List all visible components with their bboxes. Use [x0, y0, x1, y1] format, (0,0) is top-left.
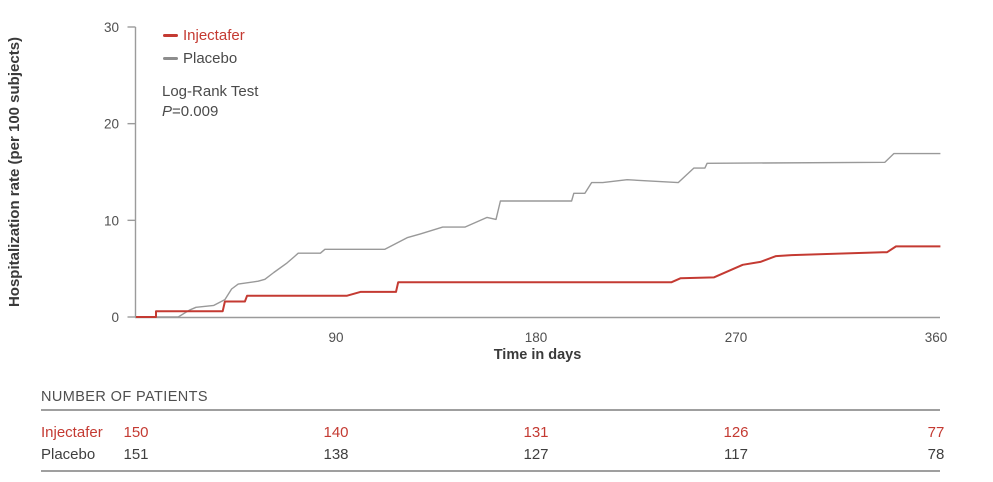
- patients-count-injectafer-day360: 77: [927, 424, 945, 441]
- legend-item-placebo: Placebo: [163, 47, 245, 70]
- row-label-injectafer: Injectafer: [41, 424, 103, 441]
- placebo-curve: [136, 152, 941, 318]
- patients-count-placebo-day360: 78: [927, 446, 945, 463]
- chart-legend: Injectafer Placebo: [163, 24, 245, 70]
- chart-plot-area: 0 10 20 30 90 180 270 360: [104, 20, 948, 345]
- patients-table-title: NUMBER OF PATIENTS: [41, 389, 208, 405]
- legend-label-injectafer: Injectafer: [183, 27, 245, 44]
- p-value-line: P=0.009: [162, 102, 258, 122]
- x-tick-label: 270: [725, 330, 748, 345]
- patients-count-placebo-day270: 117: [724, 446, 748, 463]
- x-tick-label: 360: [925, 330, 948, 345]
- injectafer-curve: [136, 245, 941, 318]
- table-rule-bottom: [41, 470, 940, 472]
- legend-label-placebo: Placebo: [183, 50, 238, 67]
- y-tick-label: 20: [104, 117, 119, 132]
- row-label-placebo: Placebo: [41, 446, 96, 463]
- patients-count-injectafer-day0: 150: [123, 424, 149, 441]
- legend-item-injectafer: Injectafer: [163, 24, 245, 47]
- x-axis-title: Time in days: [493, 347, 582, 363]
- p-value: =0.009: [172, 103, 219, 120]
- patients-row-injectafer: Injectafer 150 140 131 126 77: [0, 424, 993, 444]
- patients-count-placebo-day0: 151: [123, 446, 149, 463]
- injectafer-line-swatch-icon: [163, 34, 178, 37]
- placebo-line-swatch-icon: [163, 57, 178, 60]
- log-rank-annotation: Log-Rank Test P=0.009: [162, 82, 258, 122]
- patients-row-placebo: Placebo 151 138 127 117 78: [0, 446, 993, 466]
- patients-count-injectafer-day180: 131: [523, 424, 549, 441]
- y-tick-label: 10: [104, 213, 119, 228]
- y-tick-label: 30: [104, 20, 119, 35]
- p-symbol: P: [162, 103, 173, 120]
- patients-count-injectafer-day90: 140: [323, 424, 349, 441]
- patients-count-placebo-day90: 138: [323, 446, 349, 463]
- patients-count-injectafer-day270: 126: [723, 424, 749, 441]
- x-tick-label: 90: [328, 330, 343, 345]
- y-tick-label: 0: [111, 310, 119, 325]
- log-rank-test-line: Log-Rank Test: [162, 83, 259, 100]
- patients-count-placebo-day180: 127: [523, 446, 549, 463]
- table-rule-top: [41, 409, 940, 411]
- x-tick-label: 180: [525, 330, 548, 345]
